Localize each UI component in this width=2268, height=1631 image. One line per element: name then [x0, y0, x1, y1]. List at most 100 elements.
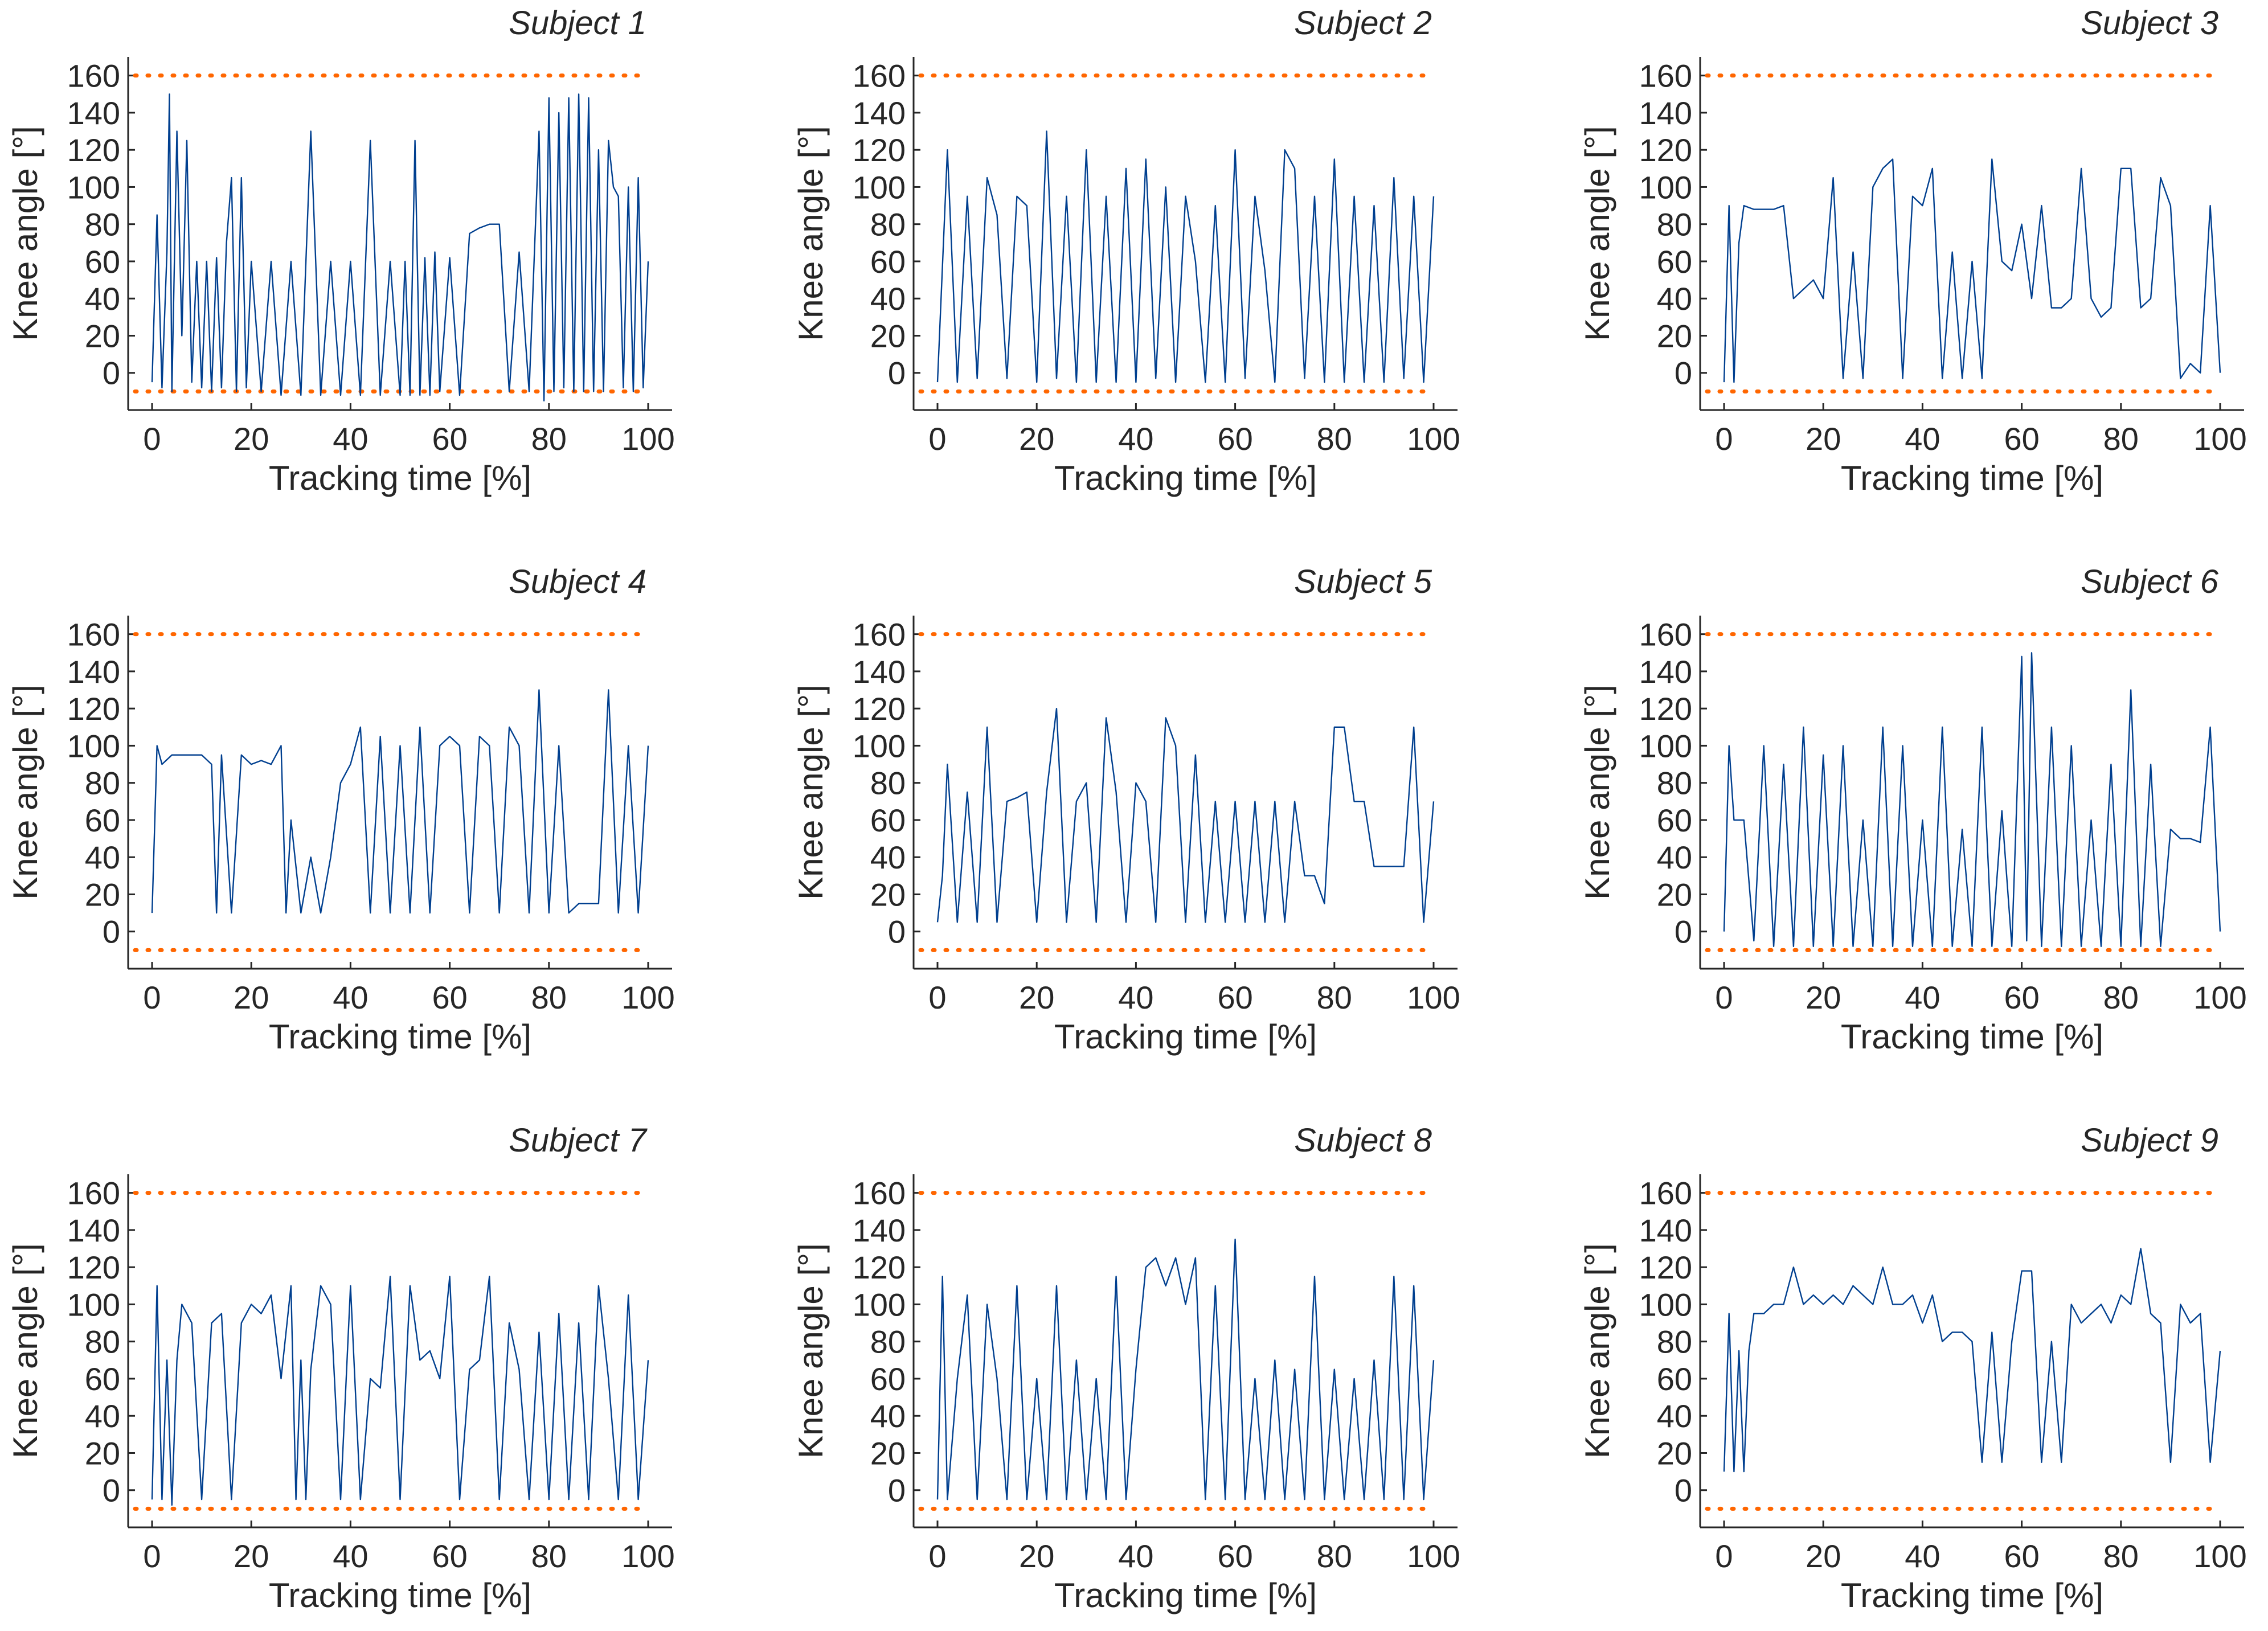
y-tick-label: 160: [853, 617, 906, 653]
x-axis-label: Tracking time [%]: [269, 1018, 531, 1056]
y-tick-label: 140: [1639, 1212, 1692, 1248]
x-axis-label: Tracking time [%]: [269, 1576, 531, 1614]
y-tick-label: 20: [1657, 876, 1692, 912]
y-tick-label: 40: [1657, 839, 1692, 875]
x-axis-label: Tracking time [%]: [269, 459, 531, 497]
subplot-title: Subject 8: [1294, 1122, 1432, 1159]
y-tick-label: 0: [888, 355, 906, 391]
y-tick-label: 40: [870, 839, 906, 875]
y-tick-label: 0: [888, 914, 906, 950]
x-tick-label: 60: [2004, 980, 2039, 1015]
x-tick-label: 80: [531, 421, 567, 457]
y-tick-label: 100: [853, 1286, 906, 1322]
y-tick-label: 80: [85, 207, 120, 243]
y-tick-label: 140: [67, 654, 120, 690]
x-axis-label: Tracking time [%]: [1054, 459, 1317, 497]
y-tick-label: 160: [853, 1175, 906, 1211]
y-axis-label: Knee angle [°]: [1578, 1243, 1616, 1458]
x-tick-label: 60: [2004, 421, 2039, 457]
y-tick-label: 80: [870, 207, 906, 243]
y-tick-label: 60: [1657, 802, 1692, 838]
y-tick-label: 120: [1639, 691, 1692, 727]
x-tick-label: 0: [143, 421, 161, 457]
y-tick-label: 160: [1639, 617, 1692, 653]
x-tick-label: 20: [1019, 421, 1054, 457]
y-tick-label: 120: [67, 132, 120, 168]
y-tick-label: 60: [870, 1361, 906, 1397]
y-tick-label: 0: [103, 355, 120, 391]
x-tick-label: 20: [1806, 421, 1841, 457]
x-tick-label: 80: [531, 980, 567, 1015]
x-tick-label: 0: [1715, 421, 1733, 457]
y-tick-label: 0: [103, 1473, 120, 1509]
y-tick-label: 100: [67, 1286, 120, 1322]
x-tick-label: 40: [333, 421, 368, 457]
y-tick-label: 80: [870, 765, 906, 801]
x-axis-label: Tracking time [%]: [1841, 1018, 2103, 1056]
y-tick-label: 120: [853, 1249, 906, 1285]
x-tick-label: 0: [1715, 1538, 1733, 1574]
x-tick-label: 60: [1217, 421, 1252, 457]
y-tick-label: 80: [1657, 1324, 1692, 1360]
y-tick-label: 160: [853, 58, 906, 94]
x-tick-label: 100: [621, 421, 674, 457]
x-tick-label: 20: [1019, 980, 1054, 1015]
y-tick-label: 40: [870, 1398, 906, 1434]
y-tick-label: 120: [853, 691, 906, 727]
x-tick-label: 0: [928, 421, 946, 457]
x-tick-label: 0: [1715, 980, 1733, 1015]
y-axis-label: Knee angle [°]: [792, 1243, 830, 1458]
x-tick-label: 0: [143, 1538, 161, 1574]
x-tick-label: 80: [1317, 1538, 1352, 1574]
series-line-knee-angle: [151, 93, 649, 401]
x-tick-label: 100: [2193, 980, 2246, 1015]
y-axis-label: Knee angle [°]: [6, 126, 44, 341]
x-tick-label: 40: [1118, 421, 1153, 457]
y-tick-label: 60: [1657, 244, 1692, 280]
x-tick-label: 0: [928, 980, 946, 1015]
y-tick-label: 0: [1675, 914, 1692, 950]
subplot-title: Subject 2: [1294, 5, 1432, 42]
x-axis-label: Tracking time [%]: [1054, 1018, 1317, 1056]
x-axis-label: Tracking time [%]: [1054, 1576, 1317, 1614]
y-tick-label: 60: [1657, 1361, 1692, 1397]
x-tick-label: 40: [1905, 421, 1940, 457]
x-tick-label: 0: [928, 1538, 946, 1574]
x-tick-label: 20: [1019, 1538, 1054, 1574]
x-tick-label: 20: [234, 421, 269, 457]
y-tick-label: 100: [853, 169, 906, 205]
x-tick-label: 80: [1317, 421, 1352, 457]
y-tick-label: 0: [103, 914, 120, 950]
y-tick-label: 160: [1639, 1175, 1692, 1211]
y-tick-label: 80: [85, 1324, 120, 1360]
x-tick-label: 60: [1217, 980, 1252, 1015]
x-tick-label: 60: [432, 1538, 467, 1574]
y-tick-label: 100: [67, 728, 120, 764]
y-tick-label: 60: [85, 244, 120, 280]
x-tick-label: 80: [2103, 421, 2139, 457]
y-tick-label: 120: [1639, 132, 1692, 168]
y-tick-label: 120: [1639, 1249, 1692, 1285]
y-tick-label: 60: [85, 1361, 120, 1397]
y-tick-label: 20: [85, 1435, 120, 1471]
y-tick-label: 0: [1675, 1473, 1692, 1509]
y-tick-label: 80: [870, 1324, 906, 1360]
y-tick-label: 60: [870, 802, 906, 838]
y-axis-label: Knee angle [°]: [792, 685, 830, 900]
y-tick-label: 20: [1657, 318, 1692, 354]
y-axis-label: Knee angle [°]: [792, 126, 830, 341]
x-axis-label: Tracking time [%]: [1841, 1576, 2103, 1614]
y-tick-label: 100: [67, 169, 120, 205]
series-line-knee-angle: [936, 130, 1435, 383]
y-tick-label: 20: [85, 876, 120, 912]
y-tick-label: 160: [67, 1175, 120, 1211]
x-tick-label: 60: [432, 421, 467, 457]
y-tick-label: 60: [85, 802, 120, 838]
x-tick-label: 80: [1317, 980, 1352, 1015]
y-tick-label: 140: [67, 1212, 120, 1248]
y-tick-label: 20: [870, 1435, 906, 1471]
y-tick-label: 0: [1675, 355, 1692, 391]
y-tick-label: 80: [85, 765, 120, 801]
